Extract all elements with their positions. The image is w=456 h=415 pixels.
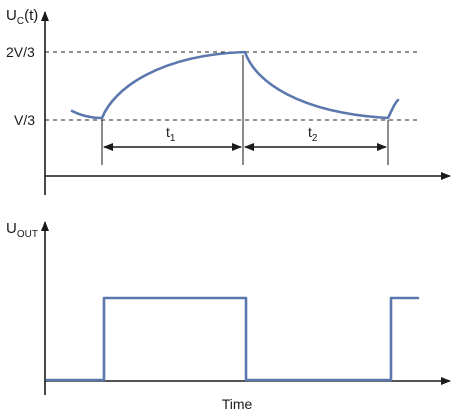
output-voltage-panel: UOUT Time: [6, 220, 451, 412]
bottom-axis-label: UOUT: [6, 220, 38, 240]
t2-label: t2: [308, 124, 318, 144]
low-threshold-label: V/3: [14, 112, 35, 128]
t1-label: t1: [166, 124, 176, 144]
capacitor-voltage-curve: [70, 50, 400, 120]
top-axis-label: UC(t): [6, 7, 38, 27]
output-square-wave: [45, 296, 420, 382]
high-threshold-label: 2V/3: [6, 44, 35, 60]
time-axis-label: Time: [222, 396, 253, 412]
capacitor-voltage-panel: UC(t) 2V/3 V/3 t1 t2: [6, 7, 451, 195]
